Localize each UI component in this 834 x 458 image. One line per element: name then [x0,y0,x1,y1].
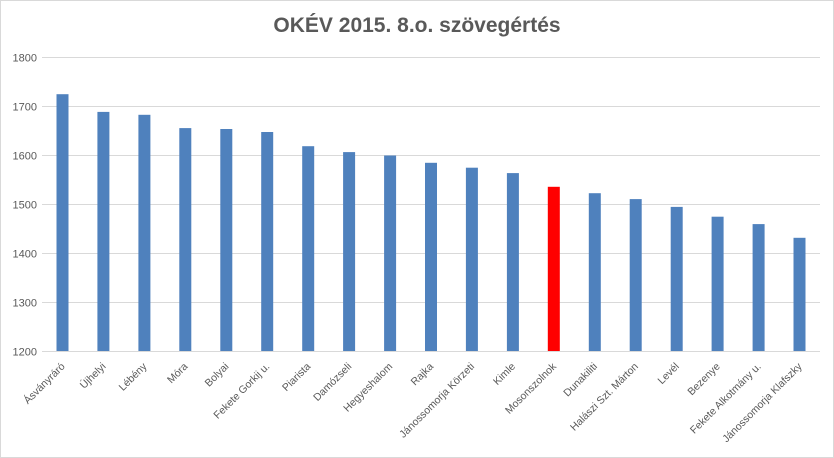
y-tick-label: 1400 [13,249,37,261]
x-tick-label: Dunakiliti [561,361,600,400]
y-tick-label: 1600 [13,151,37,163]
bar-móra [179,128,192,351]
y-tick-label: 1500 [13,200,37,212]
bar-lébény [138,114,151,351]
bar-bolyai [220,129,233,351]
x-tick-label: Jánossomorja Körzeti [397,361,477,441]
bars [56,94,806,352]
x-tick-label: Halászi Szt. Márton [568,361,641,434]
bar-jánossomorja-körzeti [465,167,478,351]
chart-title: OKÉV 2015. 8.o. szövegértés [273,14,561,37]
y-tick-label: 1700 [13,102,37,114]
x-tick-label: Piarista [280,361,313,394]
bar-ásványráró [56,94,69,351]
bar-levél [670,206,683,351]
y-tick-label: 1800 [13,53,37,65]
bar-mosonszolnok [547,186,560,351]
x-tick-label: Ásványráró [21,360,68,407]
x-tick-label: Lébény [117,360,150,393]
y-axis: 1200 1300 1400 1500 1600 1700 1800 [13,53,37,359]
bar-halászi-szt-márton [629,199,642,351]
x-tick-label: Bezenye [685,361,722,398]
x-tick-label: Rajka [409,361,437,389]
x-tick-label: Bolyai [203,361,232,390]
bar-rajka [425,162,437,351]
bar-hegyeshalom [384,155,397,351]
bar-fekete-gorkij-u- [261,132,274,351]
y-tick-label: 1200 [13,347,37,359]
x-axis: Ásványráró Újhelyi Lébény Móra Bolyai Fekete … [21,360,805,445]
x-tick-label: Levél [656,361,682,387]
x-tick-label: Móra [165,361,191,387]
bar-dunakiliti [588,193,601,351]
x-tick-label: Damózseli [311,361,354,404]
bar-fekete-alkotmány-u- [752,224,765,351]
bar-újhelyi [97,111,110,352]
x-tick-label: Fekete Alkotmány u. [688,361,764,437]
y-tick-label: 1300 [13,298,37,310]
x-tick-label: Kimle [491,361,518,388]
x-tick-label: Újhelyi [77,360,108,391]
bar-bezenye [711,216,724,351]
bar-jánossomorja-klafszky [793,237,806,351]
x-tick-label: Jánossomorja Klafszky [720,360,805,445]
bar-damózseli [343,152,356,351]
bar-kimle [506,173,519,351]
bar-piarista [302,146,315,351]
